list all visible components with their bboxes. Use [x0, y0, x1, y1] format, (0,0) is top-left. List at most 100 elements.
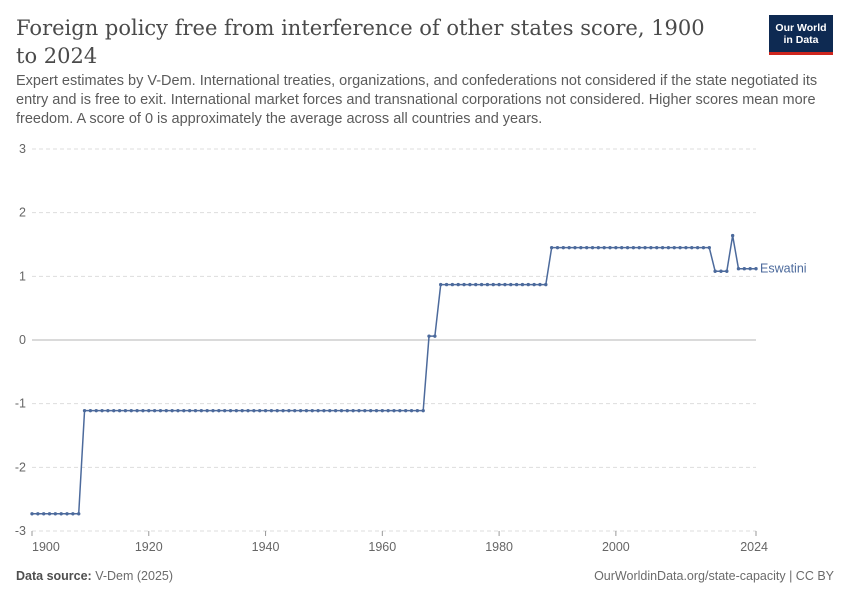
data-point[interactable]: [217, 408, 221, 413]
data-point[interactable]: [246, 408, 250, 413]
data-point[interactable]: [100, 408, 104, 413]
data-point[interactable]: [357, 408, 361, 413]
data-point[interactable]: [701, 245, 706, 250]
data-point[interactable]: [333, 408, 338, 413]
data-point[interactable]: [281, 408, 285, 413]
data-point[interactable]: [719, 269, 723, 273]
data-point[interactable]: [339, 408, 344, 413]
data-point[interactable]: [695, 245, 700, 250]
data-point[interactable]: [322, 408, 326, 413]
data-point[interactable]: [368, 408, 373, 413]
data-point[interactable]: [509, 282, 513, 287]
data-point[interactable]: [415, 408, 420, 413]
data-point[interactable]: [567, 245, 571, 250]
data-point[interactable]: [596, 245, 601, 250]
data-point[interactable]: [71, 512, 75, 516]
data-point[interactable]: [433, 334, 437, 338]
data-point[interactable]: [514, 282, 519, 287]
data-point[interactable]: [36, 512, 40, 516]
data-point[interactable]: [398, 408, 402, 413]
data-point[interactable]: [106, 408, 110, 413]
data-point[interactable]: [643, 245, 647, 250]
data-point[interactable]: [164, 408, 168, 413]
data-point[interactable]: [59, 512, 63, 516]
data-point[interactable]: [152, 408, 157, 413]
data-point[interactable]: [561, 245, 566, 250]
data-point[interactable]: [363, 408, 367, 413]
series-label[interactable]: Eswatini: [760, 262, 807, 276]
data-point[interactable]: [403, 408, 408, 413]
data-point[interactable]: [374, 408, 379, 413]
data-point[interactable]: [649, 245, 653, 250]
data-point[interactable]: [520, 282, 525, 287]
data-point[interactable]: [544, 282, 548, 287]
data-point[interactable]: [660, 245, 665, 250]
data-point[interactable]: [345, 408, 349, 413]
data-point[interactable]: [234, 408, 239, 413]
data-point[interactable]: [678, 245, 682, 250]
data-point[interactable]: [462, 282, 466, 287]
data-point[interactable]: [205, 408, 209, 413]
data-point[interactable]: [287, 408, 291, 413]
data-point[interactable]: [240, 408, 244, 413]
data-point[interactable]: [380, 408, 385, 413]
data-point[interactable]: [631, 245, 636, 250]
data-point[interactable]: [141, 408, 145, 413]
data-point[interactable]: [625, 245, 630, 250]
data-point[interactable]: [182, 408, 186, 413]
data-point[interactable]: [82, 408, 87, 413]
data-point[interactable]: [258, 408, 262, 413]
data-point[interactable]: [129, 408, 133, 413]
data-point[interactable]: [748, 266, 752, 271]
data-point[interactable]: [170, 408, 174, 413]
data-point[interactable]: [590, 245, 595, 250]
data-point[interactable]: [147, 408, 151, 413]
data-point[interactable]: [88, 408, 93, 413]
data-point[interactable]: [439, 282, 443, 287]
data-point[interactable]: [252, 408, 256, 413]
data-point[interactable]: [450, 282, 455, 287]
data-point[interactable]: [392, 408, 396, 413]
data-point[interactable]: [608, 245, 612, 250]
data-point[interactable]: [269, 408, 274, 413]
data-source-value[interactable]: V-Dem (2025): [95, 569, 174, 583]
data-point[interactable]: [158, 408, 163, 413]
data-point[interactable]: [65, 512, 69, 516]
data-point[interactable]: [672, 245, 676, 250]
data-point[interactable]: [112, 408, 116, 413]
data-point[interactable]: [263, 408, 268, 413]
data-point[interactable]: [117, 408, 122, 413]
data-point[interactable]: [684, 245, 688, 250]
data-point[interactable]: [222, 408, 227, 413]
data-point[interactable]: [707, 245, 711, 250]
data-point[interactable]: [655, 245, 659, 250]
data-point[interactable]: [549, 245, 554, 250]
data-point[interactable]: [573, 245, 577, 250]
data-point[interactable]: [421, 408, 425, 413]
data-point[interactable]: [637, 245, 641, 250]
data-point[interactable]: [725, 269, 729, 273]
data-point[interactable]: [211, 408, 215, 413]
data-point[interactable]: [620, 245, 624, 250]
data-point[interactable]: [532, 282, 536, 287]
data-point[interactable]: [30, 512, 34, 516]
data-point[interactable]: [584, 245, 589, 250]
data-point[interactable]: [187, 408, 192, 413]
data-point[interactable]: [193, 408, 198, 413]
data-point[interactable]: [666, 245, 671, 250]
data-point[interactable]: [310, 408, 314, 413]
data-point[interactable]: [293, 408, 297, 413]
data-point[interactable]: [555, 245, 560, 250]
data-point[interactable]: [491, 282, 495, 287]
data-point[interactable]: [736, 266, 741, 271]
data-point[interactable]: [730, 233, 735, 238]
data-point[interactable]: [754, 266, 758, 271]
data-point[interactable]: [199, 408, 204, 413]
data-point[interactable]: [713, 269, 717, 273]
series-line[interactable]: [32, 234, 756, 515]
data-point[interactable]: [479, 282, 484, 287]
data-point[interactable]: [579, 245, 583, 250]
data-point[interactable]: [316, 408, 320, 413]
data-point[interactable]: [53, 512, 58, 516]
data-point[interactable]: [123, 408, 128, 413]
